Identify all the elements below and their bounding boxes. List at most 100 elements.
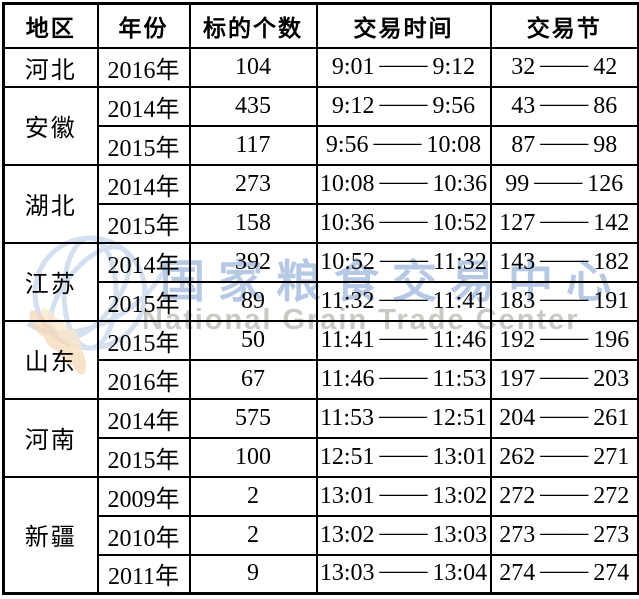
- year-cell: 2015年: [96, 436, 191, 478]
- session-cell: 99 —— 126: [489, 163, 639, 205]
- range-dash: ——: [379, 441, 428, 468]
- count-cell: 575: [188, 397, 318, 439]
- range-end: 11:32: [432, 248, 487, 275]
- column-header-5: 交易节: [489, 2, 639, 49]
- count-cell: 9: [188, 553, 318, 595]
- range-dash: ——: [379, 558, 428, 585]
- year-cell: 2014年: [96, 397, 191, 439]
- range-start: 9:12: [331, 92, 375, 119]
- range-dash: ——: [540, 246, 589, 273]
- time-cell: 11:32 —— 11:41: [315, 280, 492, 322]
- range-start: 11:53: [320, 404, 375, 431]
- year-cell: 2014年: [96, 163, 191, 205]
- range-dash: ——: [540, 285, 589, 312]
- table-row: 2015年 89 11:32 —— 11:41 183 —— 191: [4, 280, 639, 322]
- range-dash: ——: [379, 480, 428, 507]
- session-cell: 192 —— 196: [489, 319, 639, 361]
- range-end: 11:46: [432, 326, 487, 353]
- count-cell: 2: [188, 514, 318, 556]
- count-cell: 2: [188, 475, 318, 517]
- year-cell: 2015年: [96, 280, 191, 322]
- range-dash: ——: [379, 363, 428, 390]
- table-row: 2010年 2 13:02 —— 13:03 273 —— 273: [4, 514, 639, 556]
- range-end: 9:56: [432, 92, 476, 119]
- range-dash: ——: [379, 207, 428, 234]
- range-start: 192: [499, 326, 536, 353]
- region-cell: 安徽: [2, 85, 99, 166]
- range-start: 10:52: [320, 248, 375, 275]
- range-end: 126: [587, 170, 624, 197]
- range-start: 13:01: [319, 482, 375, 509]
- range-end: 203: [593, 365, 630, 392]
- time-cell: 10:36 —— 10:52: [315, 202, 492, 244]
- region-cell: 新疆: [2, 475, 99, 595]
- region-cell: 河北: [2, 46, 99, 88]
- range-dash: ——: [540, 363, 589, 390]
- table-row: 湖北 2014年 273 10:08 —— 10:36 99 —— 126: [2, 163, 639, 244]
- session-cell: 273 —— 273: [489, 514, 639, 556]
- range-end: 182: [593, 248, 630, 275]
- region-cell: 江苏: [2, 241, 99, 322]
- range-end: 274: [593, 560, 630, 587]
- range-start: 11:46: [320, 365, 375, 392]
- range-dash: ——: [540, 519, 589, 546]
- range-dash: ——: [540, 558, 589, 585]
- range-start: 272: [499, 482, 536, 509]
- time-cell: 9:01 —— 9:12: [315, 46, 492, 88]
- time-cell: 9:56 —— 10:08: [315, 124, 492, 166]
- year-cell: 2011年: [96, 553, 191, 595]
- range-end: 13:02: [432, 482, 488, 509]
- range-end: 11:41: [432, 287, 487, 314]
- header-row: 地区 年份 标的个数 交易时间 交易节: [2, 2, 639, 49]
- range-end: 13:03: [432, 521, 488, 548]
- range-dash: ——: [379, 51, 428, 78]
- session-cell: 204 —— 261: [489, 397, 639, 439]
- range-dash: ——: [540, 480, 589, 507]
- range-dash: ——: [379, 285, 428, 312]
- count-cell: 158: [188, 202, 318, 244]
- count-cell: 435: [188, 85, 318, 127]
- table-row: 2011年 9 13:03 —— 13:04 274 —— 274: [4, 553, 639, 595]
- session-cell: 262 —— 271: [489, 436, 639, 478]
- table-row: 2016年 67 11:46 —— 11:53 197 —— 203: [4, 358, 639, 400]
- range-dash: ——: [534, 168, 583, 195]
- range-end: 272: [593, 482, 630, 509]
- range-end: 42: [593, 53, 618, 80]
- time-cell: 11:46 —— 11:53: [315, 358, 492, 400]
- range-end: 10:52: [432, 209, 488, 236]
- range-start: 99: [505, 170, 530, 197]
- range-start: 10:08: [319, 170, 375, 197]
- range-start: 12:51: [319, 443, 375, 470]
- range-end: 9:12: [432, 53, 476, 80]
- count-cell: 273: [188, 163, 318, 205]
- range-end: 12:51: [432, 404, 487, 431]
- range-end: 142: [593, 209, 630, 236]
- year-cell: 2010年: [96, 514, 191, 556]
- count-cell: 104: [188, 46, 318, 88]
- session-cell: 183 —— 191: [489, 280, 639, 322]
- range-end: 273: [593, 521, 630, 548]
- time-cell: 10:52 —— 11:32: [315, 241, 492, 283]
- session-cell: 274 —— 274: [489, 553, 639, 595]
- time-cell: 10:08 —— 10:36: [315, 163, 492, 205]
- table-row: 2015年 158 10:36 —— 10:52 127 —— 142: [4, 202, 639, 244]
- year-cell: 2016年: [96, 46, 191, 88]
- session-cell: 272 —— 272: [489, 475, 639, 517]
- range-start: 13:02: [319, 521, 375, 548]
- range-start: 183: [499, 287, 536, 314]
- table-body: 河北 2016年 104 9:01 —— 9:12 32 —— 42 安徽 2014年 435 9:12…: [2, 46, 639, 595]
- table-row: 2015年 117 9:56 —— 10:08 87 —— 98: [4, 124, 639, 166]
- session-cell: 197 —— 203: [489, 358, 639, 400]
- column-header-2: 年份: [96, 2, 191, 49]
- range-end: 261: [593, 404, 630, 431]
- range-end: 86: [593, 92, 618, 119]
- range-end: 271: [593, 443, 630, 470]
- time-cell: 13:01 —— 13:02: [315, 475, 492, 517]
- range-start: 9:01: [331, 53, 375, 80]
- range-dash: ——: [373, 129, 422, 156]
- range-dash: ——: [379, 324, 428, 351]
- range-end: 13:04: [432, 560, 488, 587]
- range-start: 273: [499, 521, 536, 548]
- range-start: 143: [499, 248, 536, 275]
